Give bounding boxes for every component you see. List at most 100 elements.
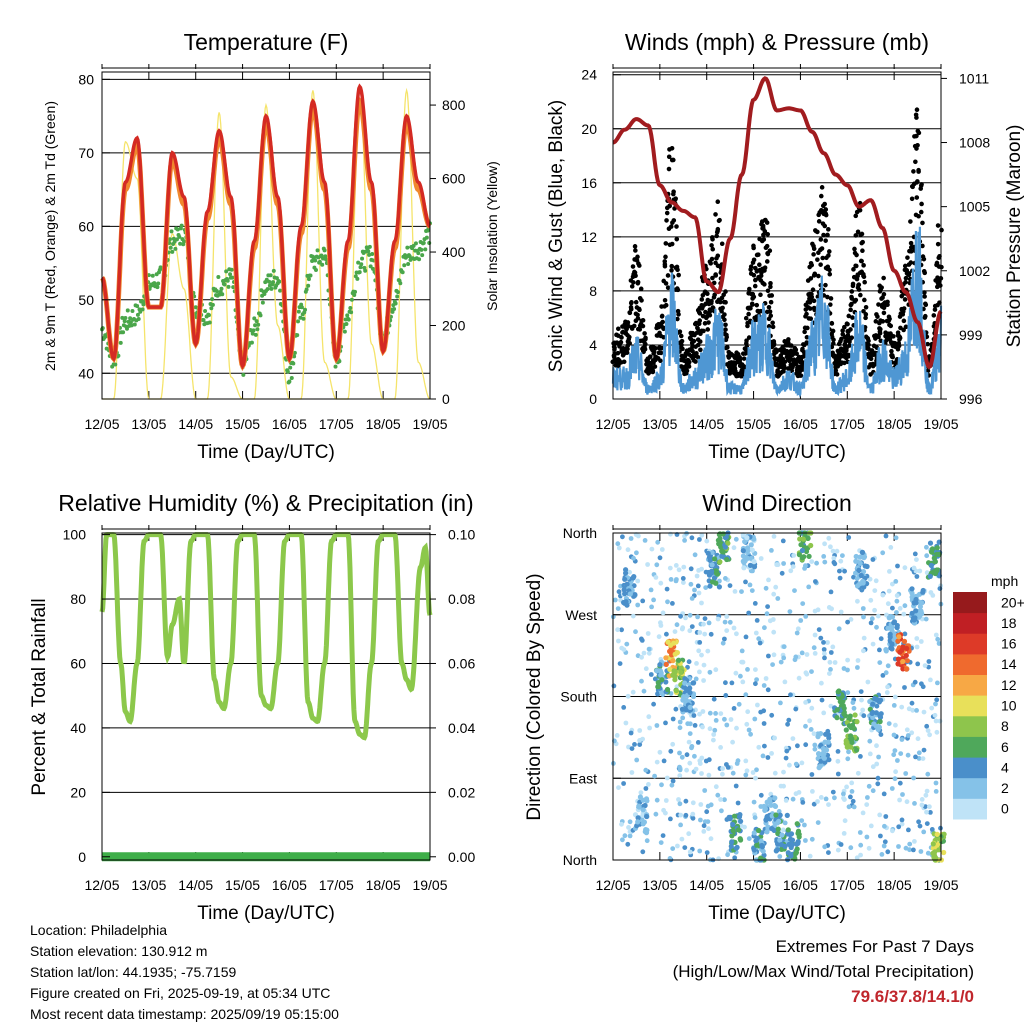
direction-point [925,728,931,733]
direction-point [864,834,870,840]
direction-point [888,613,894,620]
direction-point [645,631,651,636]
direction-point [784,748,790,754]
direction-point [865,679,871,685]
x-tick-label: 14/05 [178,416,213,432]
direction-point [664,631,669,637]
direction-point [919,802,925,808]
direction-point [791,553,797,558]
direction-point [778,659,784,665]
direction-point [693,676,699,682]
x-tick-label: 12/05 [595,877,630,893]
direction-point [656,634,662,640]
direction-point [729,680,735,686]
direction-point [733,670,739,676]
direction-point [704,538,710,544]
direction-point [877,719,883,725]
direction-point [822,844,828,850]
direction-point [675,843,680,849]
direction-point [882,823,887,829]
direction-point [730,739,735,745]
direction-point [846,723,853,729]
direction-point [923,616,929,622]
direction-point [735,800,741,806]
direction-point [899,817,905,823]
direction-point [803,723,808,729]
x-tick-label: 14/05 [689,416,724,432]
direction-point [732,855,738,861]
direction-point [724,556,730,563]
direction-point [784,812,790,819]
extremes-subtitle: (High/Low/Max Wind/Total Precipitation) [672,962,974,981]
direction-point [794,821,800,827]
direction-point [677,773,683,778]
direction-point [795,743,800,749]
direction-point [915,736,921,742]
direction-point [828,589,834,595]
direction-point [929,827,935,832]
direction-point [706,826,711,832]
direction-point [670,846,676,851]
direction-point [736,814,743,820]
direction-point [771,652,777,658]
direction-point [857,560,863,566]
direction-point [677,801,683,807]
direction-point [858,689,864,694]
direction-point [928,562,935,569]
direction-point [705,803,711,809]
direction-point [633,629,638,635]
direction-point [902,603,908,609]
direction-point [858,852,863,858]
direction-point [706,572,713,578]
direction-point [687,731,693,736]
y-axis-label: 2m & 9m T (Red, Orange) & 2m Td (Green) [42,101,58,371]
direction-point [742,824,747,830]
direction-point [724,628,730,633]
direction-point [894,610,899,615]
direction-point [900,658,906,665]
direction-point [688,581,694,587]
direction-point [660,833,666,838]
direction-point [730,828,736,834]
direction-point [751,799,757,805]
plot-frame [101,532,431,861]
direction-point [870,714,876,721]
direction-point [885,625,891,631]
direction-point [697,537,702,542]
direction-point [811,731,817,737]
direction-point [873,710,880,716]
direction-point [644,813,650,820]
direction-point [844,784,849,790]
direction-point [899,821,905,827]
direction-point [687,689,693,696]
direction-point [672,651,678,657]
direction-point [644,827,650,833]
direction-point [855,665,860,670]
direction-point [619,627,624,633]
colorbar-cell [953,736,987,758]
gust-series [610,107,944,379]
direction-point [839,693,845,700]
direction-point [707,669,713,675]
direction-point [671,668,677,674]
direction-point [630,575,636,581]
direction-point [809,705,815,711]
direction-point [794,630,800,636]
direction-point [889,624,895,630]
direction-point [880,673,886,678]
direction-point [676,797,681,802]
direction-point [681,684,687,690]
direction-point [756,744,762,750]
x-tick-label: 15/05 [736,877,771,893]
y-axis-label: Percent & Total Rainfall [29,598,50,795]
direction-point [804,652,810,657]
direction-point [665,686,671,693]
direction-point [713,711,718,716]
direction-point [763,585,769,591]
direction-point [877,714,884,720]
direction-point [779,846,785,853]
direction-point [859,697,864,703]
panel-title: Wind Direction [702,490,852,516]
direction-point [861,614,866,620]
direction-point [902,685,907,690]
